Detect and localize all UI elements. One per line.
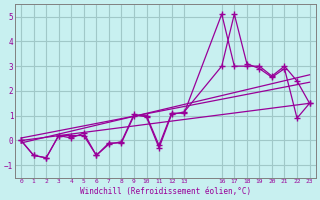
- X-axis label: Windchill (Refroidissement éolien,°C): Windchill (Refroidissement éolien,°C): [80, 187, 251, 196]
